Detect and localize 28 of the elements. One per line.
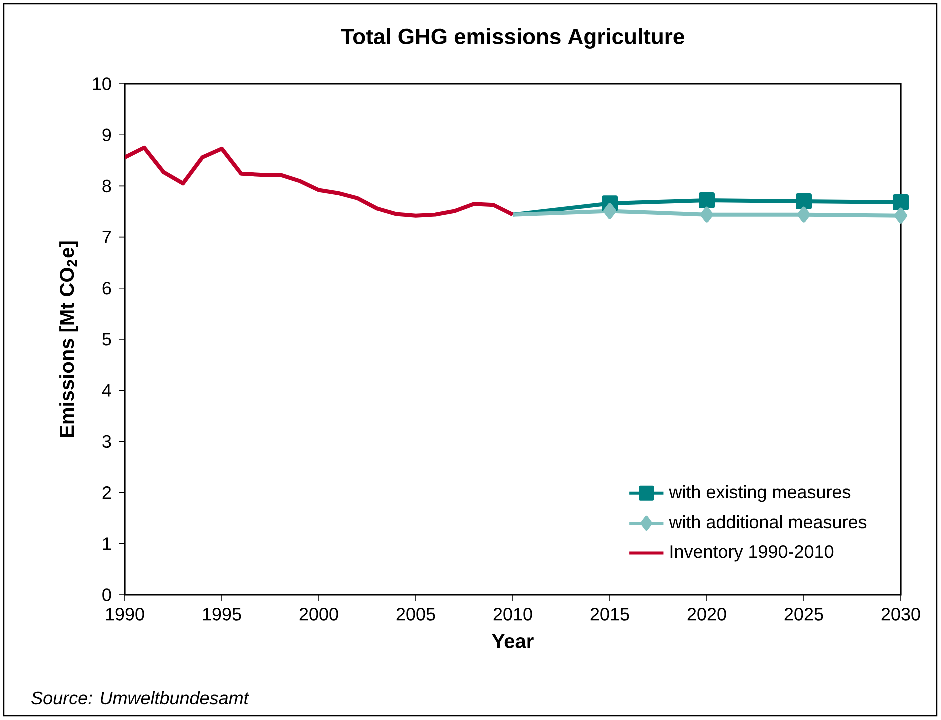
y-tick-label: 3: [102, 435, 112, 448]
legend-label: Inventory 1990-2010: [670, 545, 834, 562]
y-tick-label: 0: [102, 588, 112, 602]
y-tick-label: 9: [102, 128, 112, 142]
x-tick-label: 2030: [882, 608, 920, 621]
chart-title: Total GHG emissions Agriculture: [341, 28, 684, 49]
y-tick-label: 7: [102, 231, 112, 244]
x-tick-label: 2005: [396, 608, 436, 621]
x-tick-label: 2000: [300, 608, 338, 621]
y-tick-label: 2: [102, 486, 112, 500]
y-tick-label: 8: [102, 180, 112, 193]
y-tick-label: 5: [102, 333, 112, 346]
y-tick-label: 4: [102, 384, 112, 397]
line-series: [125, 146, 516, 218]
x-tick-label: 2015: [590, 608, 630, 621]
y-tick-label: 1: [103, 538, 112, 550]
x-axis-title: Year: [492, 634, 534, 648]
y-axis-title: Emissions [Mt CO$_{2}$e]: [60, 242, 78, 438]
source-note: Source: Umweltbundesamt: [32, 691, 250, 705]
y-tick-label: 6: [102, 282, 112, 295]
y-tick-label: 10: [93, 78, 112, 90]
x-tick-label: 2025: [784, 608, 824, 621]
x-tick-label: 1995: [203, 608, 242, 621]
legend-label: with additional measures: [669, 515, 867, 529]
legend-label: with existing measures: [669, 485, 851, 502]
x-tick-label: 2010: [494, 608, 532, 621]
x-tick-label: 1990: [106, 608, 144, 621]
x-tick-label: 2020: [688, 608, 726, 621]
